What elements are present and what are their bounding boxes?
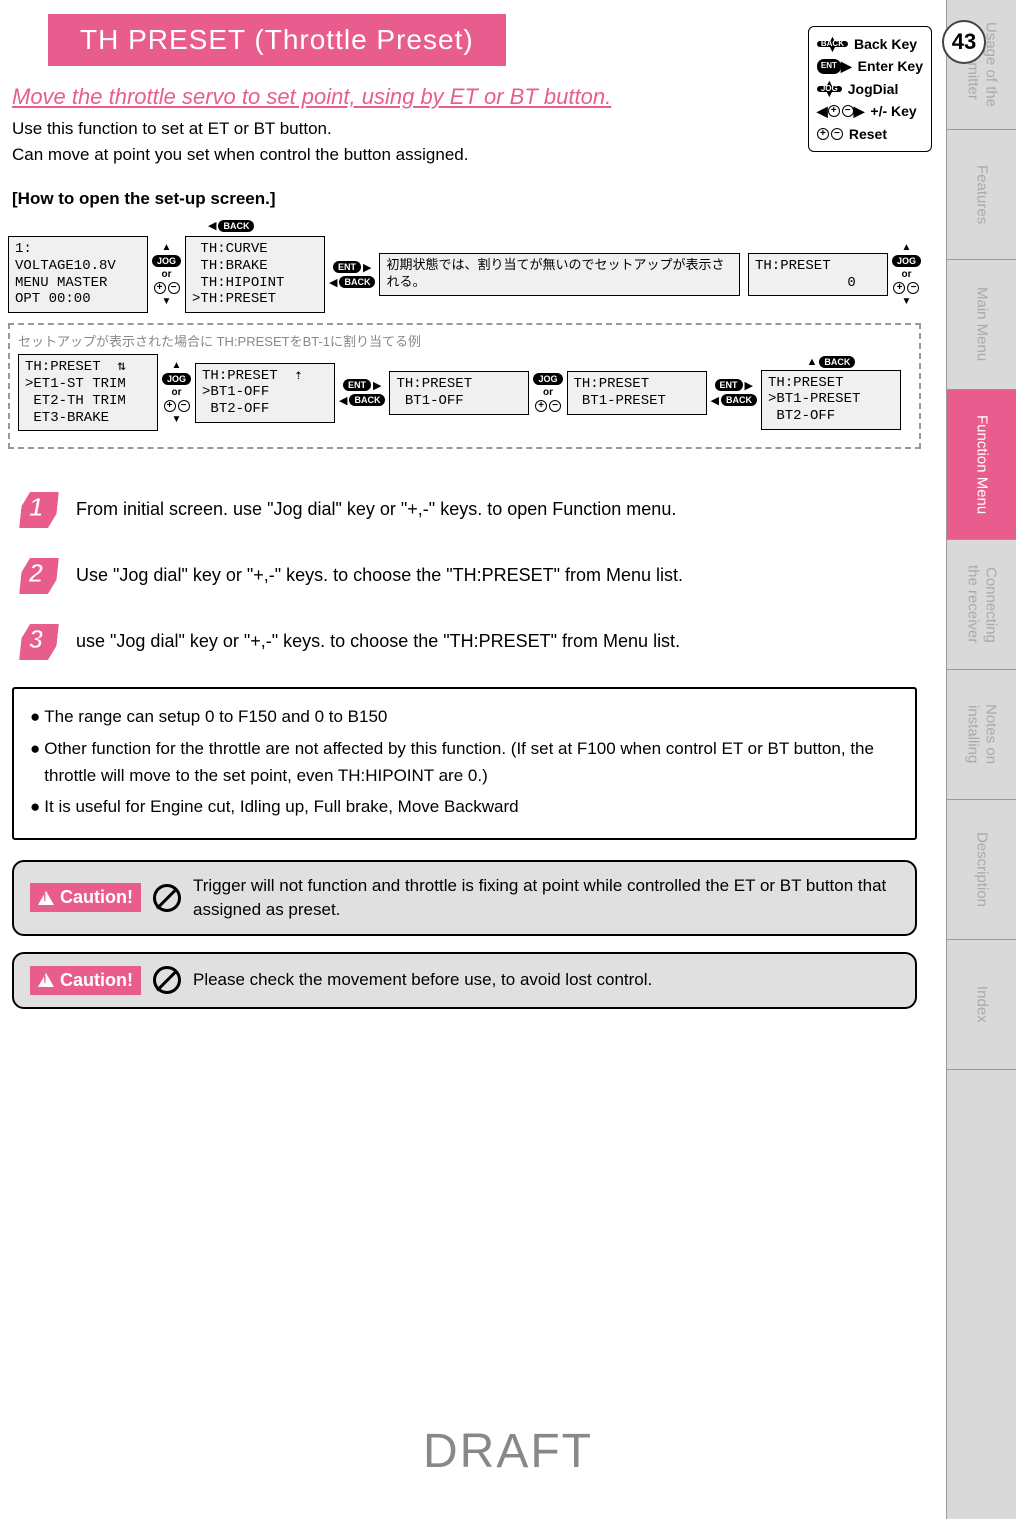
lcd-screen: TH:PRESET 0 xyxy=(748,253,888,297)
legend-reset: Reset xyxy=(849,123,887,145)
tab-usage[interactable]: Usage of thetransmitter xyxy=(946,0,1016,130)
step-item: 3 use "Jog dial" key or "+,-" keys. to c… xyxy=(18,621,921,661)
caution-label: Caution! xyxy=(30,966,141,995)
legend-enter: Enter Key xyxy=(858,55,923,77)
side-tabs: Usage of thetransmitter Features Main Me… xyxy=(946,0,1016,1519)
jog-nav-icon: ▲JOGor+−▼ xyxy=(152,242,181,307)
howto-heading: [How to open the set-up screen.] xyxy=(12,189,921,209)
tab-function-menu[interactable]: Function Menu xyxy=(946,390,1016,540)
draft-watermark: DRAFT xyxy=(0,1424,1016,1479)
step-item: 2 Use "Jog dial" key or "+,-" keys. to c… xyxy=(18,555,921,595)
jog-nav-icon: ▲JOGor+−▼ xyxy=(892,242,921,307)
prohibit-icon xyxy=(153,884,181,912)
lcd-screen: 1: VOLTAGE10.8V MENU MASTER OPT 00:00 xyxy=(8,236,148,313)
step-text: Use "Jog dial" key or "+,-" keys. to cho… xyxy=(76,565,683,586)
tab-features[interactable]: Features xyxy=(946,130,1016,260)
step-number-icon: 2 xyxy=(18,555,58,595)
tab-index[interactable]: Index xyxy=(946,940,1016,1070)
caution-text: Please check the movement before use, to… xyxy=(193,968,652,992)
legend-pm: +/- Key xyxy=(870,100,916,122)
lcd-screen: TH:CURVE TH:BRAKE TH:HIPOINT >TH:PRESET xyxy=(185,236,325,313)
legend-jog: JogDial xyxy=(848,78,899,100)
intro-line-1: Use this function to set at ET or BT but… xyxy=(12,116,921,142)
key-legend: ▲BACK▼Back Key ENT▶Enter Key ▲JOG▼JogDia… xyxy=(808,26,932,152)
example-dashed-box: セットアップが表示された場合に TH:PRESETをBT-1に割り当てる例 TH… xyxy=(8,323,921,449)
example-note-jp: セットアップが表示された場合に TH:PRESETをBT-1に割り当てる例 xyxy=(18,331,911,350)
steps-list: 1 From initial screen. use "Jog dial" ke… xyxy=(18,489,921,661)
info-bullet: The range can setup 0 to F150 and 0 to B… xyxy=(44,703,387,730)
tab-notes[interactable]: Notes oninstalling xyxy=(946,670,1016,800)
page-number: 43 xyxy=(942,20,986,64)
warning-icon xyxy=(38,973,54,987)
step-number-icon: 3 xyxy=(18,621,58,661)
lcd-screen: TH:PRESET ⇡ >BT1-OFF BT2-OFF xyxy=(195,363,335,423)
tab-connecting[interactable]: Connectingthe receiver xyxy=(946,540,1016,670)
lcd-screen: TH:PRESET ⇅ >ET1-ST TRIM ET2-TH TRIM ET3… xyxy=(18,354,158,431)
step-number-icon: 1 xyxy=(18,489,58,529)
flow-diagram: ◀BACK 1: VOLTAGE10.8V MENU MASTER OPT 00… xyxy=(8,219,921,449)
lcd-screen: TH:PRESET >BT1-PRESET BT2-OFF xyxy=(761,370,901,430)
caution-text: Trigger will not function and throttle i… xyxy=(193,874,899,922)
info-bullet: It is useful for Engine cut, Idling up, … xyxy=(44,793,518,820)
ent-back-nav-icon: ENT▶◀BACK xyxy=(711,379,757,407)
info-bullet: Other function for the throttle are not … xyxy=(44,735,899,789)
tab-main-menu[interactable]: Main Menu xyxy=(946,260,1016,390)
jog-nav-icon: JOGor+− xyxy=(533,373,562,412)
lcd-screen: TH:PRESET BT1-OFF xyxy=(389,371,529,415)
jog-nav-icon: ▲JOGor+−▼ xyxy=(162,360,191,425)
warning-icon xyxy=(38,891,54,905)
intro-line-2: Can move at point you set when control t… xyxy=(12,142,921,168)
ent-back-nav-icon: ENT▶◀BACK xyxy=(339,379,385,407)
ent-back-nav-icon: ENT▶◀BACK xyxy=(329,261,375,289)
caution-box: Caution! Please check the movement befor… xyxy=(12,952,917,1009)
caution-box: Caution! Trigger will not function and t… xyxy=(12,860,917,936)
caution-label: Caution! xyxy=(30,883,141,912)
step-text: From initial screen. use "Jog dial" key … xyxy=(76,499,676,520)
legend-back: Back Key xyxy=(854,33,917,55)
lcd-screen-jp: 初期状態では、割り当てが無いのでセットアップが表示される。 xyxy=(379,253,740,297)
info-box: The range can setup 0 to F150 and 0 to B… xyxy=(12,687,917,840)
step-text: use "Jog dial" key or "+,-" keys. to cho… xyxy=(76,631,680,652)
step-item: 1 From initial screen. use "Jog dial" ke… xyxy=(18,489,921,529)
page-title: TH PRESET (Throttle Preset) xyxy=(48,14,506,66)
subtitle: Move the throttle servo to set point, us… xyxy=(12,84,921,110)
lcd-screen: TH:PRESET BT1-PRESET xyxy=(567,371,707,415)
tab-description[interactable]: Description xyxy=(946,800,1016,940)
tab-spacer xyxy=(946,1070,1016,1519)
prohibit-icon xyxy=(153,966,181,994)
